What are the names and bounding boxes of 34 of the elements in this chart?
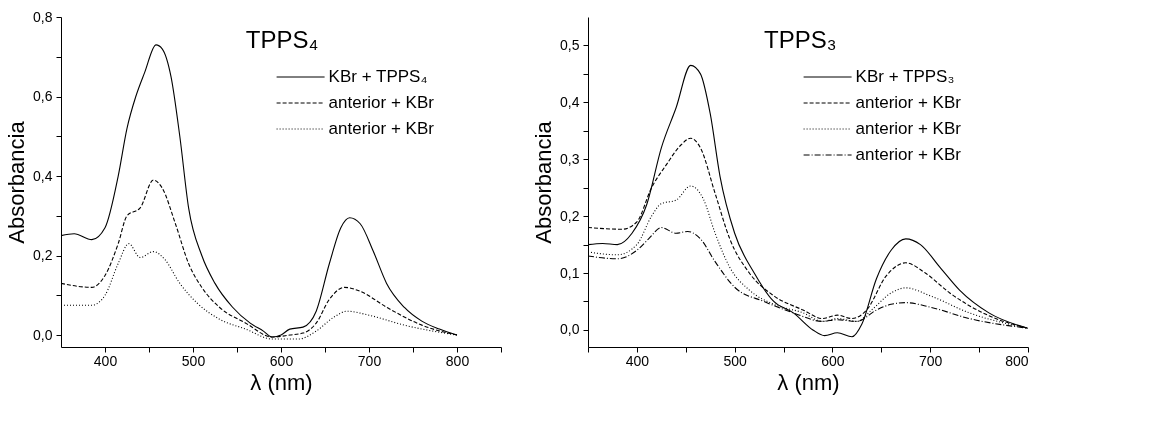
- x-tick-label: 600: [269, 352, 294, 369]
- y-tick-label: 0,3: [560, 150, 580, 167]
- y-tick-label: 0,2: [33, 247, 53, 264]
- chart-title: TPPS₄: [245, 26, 319, 53]
- x-tick-label: 400: [625, 352, 650, 369]
- x-tick-label: 600: [821, 352, 845, 369]
- legend-label: anterior + KBr: [328, 93, 435, 112]
- y-tick-label: 0,0: [560, 321, 580, 338]
- legend-label: KBr + TPPS₄: [328, 67, 428, 86]
- x-tick-label: 500: [181, 352, 206, 369]
- x-axis-title: λ (nm): [250, 369, 313, 395]
- y-tick-label: 0,1: [560, 264, 580, 281]
- y-tick-label: 0,0: [33, 326, 53, 343]
- legend-label: anterior + KBr: [855, 119, 962, 138]
- y-axis-title: Absorbancia: [4, 120, 30, 244]
- x-tick-label: 700: [919, 352, 943, 369]
- legend-label: anterior + KBr: [855, 93, 962, 112]
- legend-label: anterior + KBr: [855, 145, 962, 164]
- legend-label: KBr + TPPS₃: [855, 67, 955, 86]
- y-tick-label: 0,2: [560, 207, 580, 224]
- x-tick-label: 800: [445, 352, 470, 369]
- y-axis-title: Absorbancia: [531, 120, 557, 244]
- y-tick-label: 0,8: [33, 8, 53, 25]
- y-tick-label: 0,4: [560, 93, 580, 110]
- x-tick-label: 500: [723, 352, 748, 369]
- x-axis-title: λ (nm): [777, 369, 840, 395]
- y-tick-label: 0,5: [560, 36, 580, 53]
- chart-title: TPPS₃: [764, 26, 837, 53]
- x-tick-label: 400: [93, 352, 118, 369]
- y-tick-label: 0,6: [33, 88, 53, 105]
- x-tick-label: 800: [1005, 352, 1029, 369]
- legend-label: anterior + KBr: [328, 119, 435, 138]
- y-tick-label: 0,4: [33, 167, 53, 184]
- x-tick-label: 700: [357, 352, 382, 369]
